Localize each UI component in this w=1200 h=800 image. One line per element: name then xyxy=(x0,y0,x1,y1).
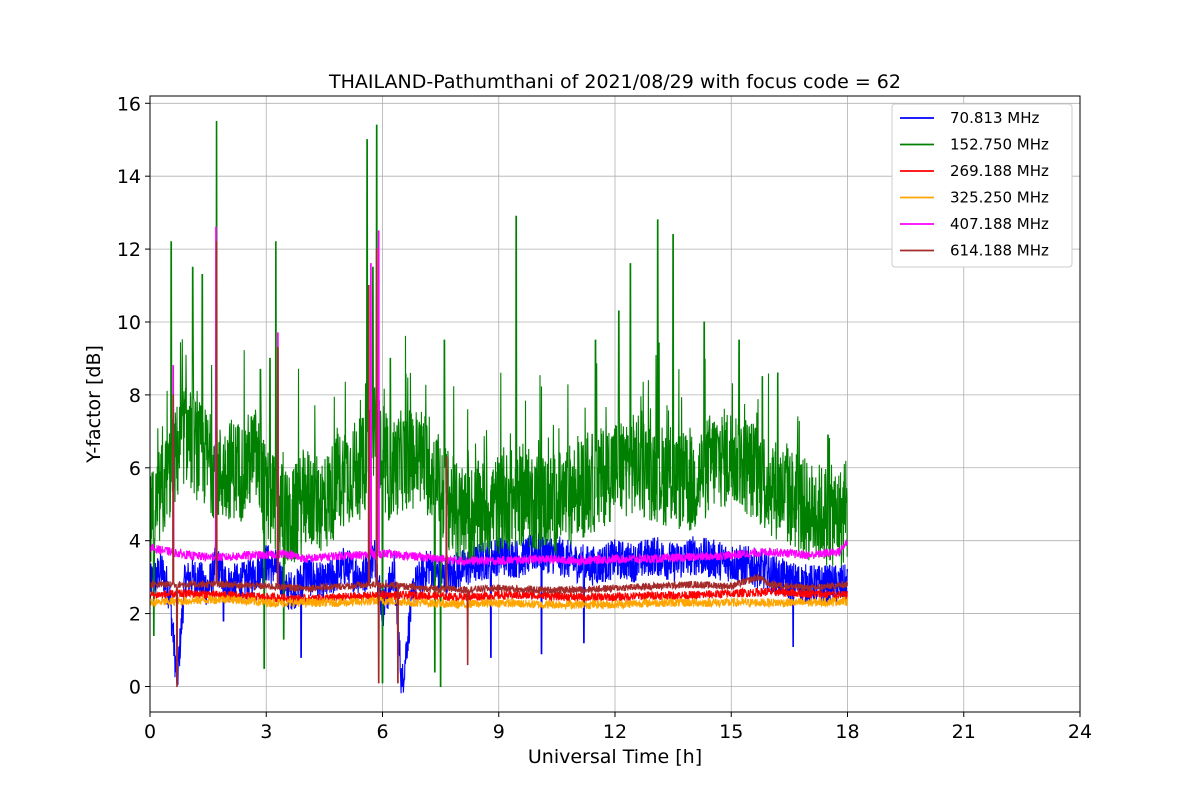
y-tick-label: 4 xyxy=(129,531,141,553)
x-tick-label: 21 xyxy=(952,721,976,743)
legend-label: 269.188 MHz xyxy=(950,162,1049,180)
x-tick-label: 12 xyxy=(603,721,627,743)
x-axis-label: Universal Time [h] xyxy=(528,746,702,768)
legend-label: 152.750 MHz xyxy=(950,136,1049,154)
y-tick-label: 10 xyxy=(117,312,141,334)
series-group xyxy=(149,120,849,694)
series-line xyxy=(149,120,848,688)
series-line xyxy=(149,241,849,688)
series-line xyxy=(149,593,849,611)
x-tick-label: 0 xyxy=(144,721,156,743)
y-tick-label: 6 xyxy=(129,458,141,480)
x-tick-label: 6 xyxy=(376,721,388,743)
x-tick-label: 9 xyxy=(493,721,505,743)
chart-title: THAILAND-Pathumthani of 2021/08/29 with … xyxy=(328,71,901,93)
y-axis-label: Y-factor [dB] xyxy=(83,345,105,464)
legend: 70.813 MHz 152.750 MHz 269.188 MHz 325.250 … xyxy=(891,103,1073,268)
legend-label: 325.250 MHz xyxy=(950,189,1049,207)
y-tick-label: 12 xyxy=(117,239,141,261)
legend-box xyxy=(891,103,1073,268)
y-tick-label: 14 xyxy=(117,166,141,188)
x-tick-label: 15 xyxy=(719,721,743,743)
y-tick-label: 8 xyxy=(129,385,141,407)
x-tick-label: 24 xyxy=(1068,721,1092,743)
x-tick-label: 3 xyxy=(260,721,272,743)
y-tick-label: 2 xyxy=(129,604,141,626)
legend-label: 407.188 MHz xyxy=(950,215,1049,233)
y-tick-label: 16 xyxy=(117,93,141,115)
y-tick-label: 0 xyxy=(129,676,141,698)
x-tick-label: 18 xyxy=(835,721,859,743)
legend-label: 614.188 MHz xyxy=(950,242,1049,260)
series-line xyxy=(149,226,849,567)
legend-label: 70.813 MHz xyxy=(950,109,1039,127)
